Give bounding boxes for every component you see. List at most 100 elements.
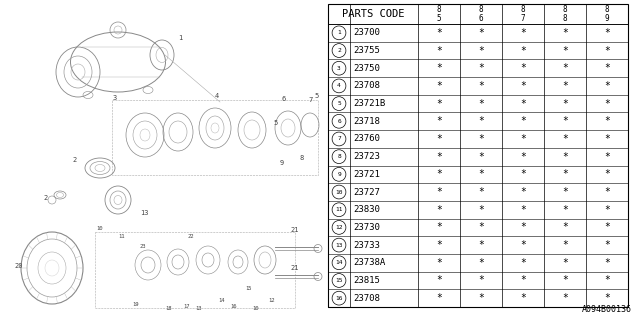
Bar	[328, 4, 628, 307]
Text: *: *	[520, 28, 526, 38]
Text: 6: 6	[479, 14, 483, 23]
Text: 23708: 23708	[353, 81, 380, 91]
Text: *: *	[478, 276, 484, 285]
Text: 8: 8	[479, 5, 483, 14]
Text: *: *	[436, 258, 442, 268]
Text: *: *	[604, 152, 610, 162]
Text: 23750: 23750	[353, 64, 380, 73]
Text: *: *	[436, 187, 442, 197]
Text: *: *	[562, 99, 568, 108]
Text: PARTS CODE: PARTS CODE	[342, 9, 404, 19]
Text: A094B00136: A094B00136	[582, 305, 632, 314]
Text: *: *	[562, 116, 568, 126]
Text: *: *	[436, 205, 442, 215]
Text: *: *	[520, 99, 526, 108]
Text: 5: 5	[314, 93, 318, 99]
Text: 10: 10	[252, 306, 259, 311]
Text: *: *	[604, 63, 610, 73]
Text: *: *	[520, 276, 526, 285]
Text: 3: 3	[337, 66, 341, 71]
Text: 23755: 23755	[353, 46, 380, 55]
Text: *: *	[562, 81, 568, 91]
Text: *: *	[520, 45, 526, 56]
Text: 12: 12	[335, 225, 343, 230]
Text: *: *	[436, 293, 442, 303]
Text: 23721: 23721	[353, 170, 380, 179]
Text: 2: 2	[72, 157, 76, 163]
Text: 23815: 23815	[353, 276, 380, 285]
Text: 11: 11	[335, 207, 343, 212]
Text: 12: 12	[268, 298, 275, 303]
Text: *: *	[604, 45, 610, 56]
Text: 23738A: 23738A	[353, 258, 385, 267]
Text: 2: 2	[337, 48, 341, 53]
Text: *: *	[478, 240, 484, 250]
Text: 23708: 23708	[353, 294, 380, 303]
Text: 8: 8	[436, 5, 442, 14]
Text: *: *	[520, 116, 526, 126]
Text: *: *	[520, 63, 526, 73]
Text: 6: 6	[282, 96, 286, 102]
Text: *: *	[562, 45, 568, 56]
Text: *: *	[520, 81, 526, 91]
Text: *: *	[520, 152, 526, 162]
Text: 13: 13	[195, 306, 202, 311]
Text: 11: 11	[118, 234, 125, 239]
Text: 8: 8	[563, 5, 567, 14]
Text: *: *	[436, 134, 442, 144]
Text: 8: 8	[300, 155, 304, 161]
Text: 4: 4	[215, 93, 220, 99]
Text: 23727: 23727	[353, 188, 380, 196]
Text: 14: 14	[218, 298, 225, 303]
Text: *: *	[478, 293, 484, 303]
Text: *: *	[436, 99, 442, 108]
Text: 7: 7	[521, 14, 525, 23]
Text: 23721B: 23721B	[353, 99, 385, 108]
Text: *: *	[604, 276, 610, 285]
Text: *: *	[604, 240, 610, 250]
Text: 10: 10	[335, 189, 343, 195]
Text: 9: 9	[605, 14, 609, 23]
Text: *: *	[478, 169, 484, 179]
Text: *: *	[478, 152, 484, 162]
Text: 13: 13	[335, 243, 343, 248]
Text: 19: 19	[132, 302, 138, 307]
Text: *: *	[436, 222, 442, 232]
Text: *: *	[520, 134, 526, 144]
Text: *: *	[478, 134, 484, 144]
Text: *: *	[478, 63, 484, 73]
Text: *: *	[436, 276, 442, 285]
Text: 8: 8	[563, 14, 567, 23]
Text: *: *	[604, 205, 610, 215]
Text: 6: 6	[337, 119, 341, 124]
Text: *: *	[520, 258, 526, 268]
Text: 8: 8	[521, 5, 525, 14]
Text: *: *	[520, 240, 526, 250]
Text: *: *	[604, 116, 610, 126]
Text: *: *	[604, 169, 610, 179]
Text: *: *	[436, 63, 442, 73]
Text: *: *	[436, 45, 442, 56]
Text: *: *	[604, 81, 610, 91]
Text: 9: 9	[337, 172, 341, 177]
Text: *: *	[562, 63, 568, 73]
Text: *: *	[562, 152, 568, 162]
Text: 22: 22	[188, 234, 195, 239]
Text: 23733: 23733	[353, 241, 380, 250]
Text: 13: 13	[140, 210, 148, 216]
Text: 8: 8	[605, 5, 609, 14]
Text: *: *	[562, 169, 568, 179]
Text: *: *	[562, 187, 568, 197]
Text: *: *	[562, 258, 568, 268]
Text: *: *	[436, 240, 442, 250]
Text: *: *	[478, 45, 484, 56]
Text: *: *	[562, 205, 568, 215]
Text: *: *	[604, 222, 610, 232]
Text: *: *	[562, 293, 568, 303]
Text: *: *	[604, 99, 610, 108]
Text: *: *	[520, 222, 526, 232]
Text: 21: 21	[290, 265, 298, 271]
Text: *: *	[436, 169, 442, 179]
Text: 23830: 23830	[353, 205, 380, 214]
Text: 23760: 23760	[353, 134, 380, 143]
